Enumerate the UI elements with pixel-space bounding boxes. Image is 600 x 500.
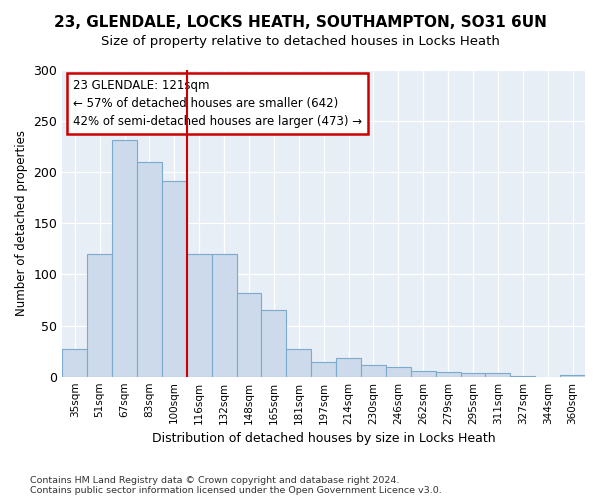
X-axis label: Distribution of detached houses by size in Locks Heath: Distribution of detached houses by size …	[152, 432, 496, 445]
Text: Contains HM Land Registry data © Crown copyright and database right 2024.
Contai: Contains HM Land Registry data © Crown c…	[30, 476, 442, 495]
Bar	[361, 366, 386, 376]
Bar	[137, 162, 162, 376]
Bar	[336, 358, 361, 376]
Bar	[485, 372, 511, 376]
Bar	[386, 368, 411, 376]
Text: Size of property relative to detached houses in Locks Heath: Size of property relative to detached ho…	[101, 35, 499, 48]
Bar	[187, 254, 212, 376]
Bar	[112, 140, 137, 376]
Bar	[162, 182, 187, 376]
Bar	[286, 349, 311, 376]
Bar	[311, 362, 336, 376]
Bar	[560, 374, 585, 376]
Bar	[461, 372, 485, 376]
Bar	[436, 372, 461, 376]
Text: 23, GLENDALE, LOCKS HEATH, SOUTHAMPTON, SO31 6UN: 23, GLENDALE, LOCKS HEATH, SOUTHAMPTON, …	[53, 15, 547, 30]
Bar	[262, 310, 286, 376]
Bar	[236, 293, 262, 376]
Text: 23 GLENDALE: 121sqm
← 57% of detached houses are smaller (642)
42% of semi-detac: 23 GLENDALE: 121sqm ← 57% of detached ho…	[73, 79, 362, 128]
Bar	[87, 254, 112, 376]
Bar	[62, 349, 87, 376]
Y-axis label: Number of detached properties: Number of detached properties	[15, 130, 28, 316]
Bar	[212, 254, 236, 376]
Bar	[411, 370, 436, 376]
